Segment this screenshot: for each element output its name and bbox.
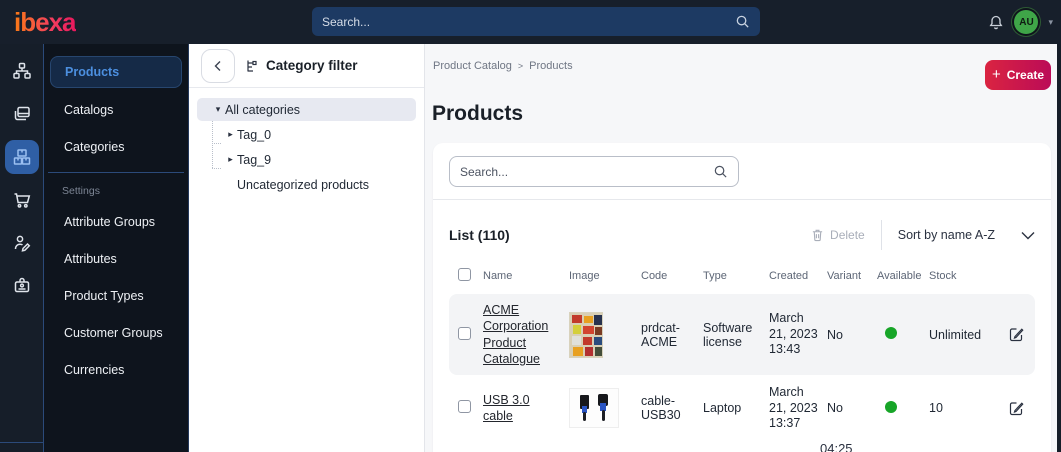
edit-button[interactable] bbox=[1009, 401, 1046, 416]
sidebar-item-attributes[interactable]: Attributes bbox=[64, 252, 117, 266]
product-image bbox=[569, 311, 603, 358]
back-chevron-icon bbox=[214, 60, 221, 71]
collapse-caret-icon[interactable]: ▸ bbox=[228, 154, 233, 164]
col-name: Name bbox=[483, 270, 513, 282]
ibexa-logo[interactable]: ibexa bbox=[14, 6, 76, 37]
col-variant: Variant bbox=[827, 270, 862, 282]
category-filter-panel: Category filter ▾ All categories ▸ Tag_0… bbox=[189, 44, 425, 452]
product-type: Software license bbox=[703, 320, 753, 349]
col-type: Type bbox=[703, 270, 727, 282]
collapse-caret-icon[interactable]: ▸ bbox=[228, 129, 233, 139]
expand-caret-icon[interactable]: ▾ bbox=[215, 104, 221, 114]
product-name-link[interactable]: ACME Corporation Product Catalogue bbox=[483, 303, 549, 366]
trash-icon bbox=[812, 229, 823, 242]
right-edge-panel bbox=[1057, 0, 1061, 452]
sidebar-divider bbox=[48, 172, 184, 173]
available-dot bbox=[885, 400, 897, 413]
product-code: prdcat-ACME bbox=[641, 320, 680, 349]
main-content: Product Catalog > Products + Create Prod… bbox=[425, 44, 1057, 452]
table-row: USB 3.0 cable cable-USB30 Laptop March 2… bbox=[449, 377, 1035, 440]
user-edit-icon[interactable] bbox=[5, 226, 39, 260]
product-created: March 21, 2023 13:37 bbox=[769, 385, 818, 431]
col-image: Image bbox=[569, 270, 600, 282]
sidebar-item-products[interactable]: Products bbox=[50, 56, 182, 88]
product-variant: No bbox=[827, 401, 843, 416]
tree-item-tag0[interactable]: ▸ Tag_0 bbox=[197, 123, 416, 146]
col-code: Code bbox=[641, 270, 668, 282]
breadcrumb-product-catalog[interactable]: Product Catalog bbox=[433, 60, 512, 72]
tree-icon bbox=[247, 60, 257, 72]
chevron-down-icon bbox=[1021, 231, 1035, 239]
plus-icon: + bbox=[991, 66, 1001, 83]
page-title: Products bbox=[432, 102, 524, 125]
list-search[interactable] bbox=[449, 156, 739, 187]
col-available: Available bbox=[877, 270, 922, 282]
edit-icon bbox=[1009, 402, 1024, 416]
cart-icon[interactable] bbox=[5, 183, 39, 217]
bell-icon[interactable] bbox=[988, 14, 1004, 31]
tree-item-tag9[interactable]: ▸ Tag_9 bbox=[197, 148, 416, 171]
col-created: Created bbox=[769, 270, 809, 282]
search-icon bbox=[736, 15, 749, 28]
sort-dropdown[interactable]: Sort by name A-Z bbox=[898, 228, 1035, 242]
edit-icon bbox=[1009, 328, 1024, 342]
boxes-icon[interactable] bbox=[4, 140, 39, 174]
top-bar: ibexa AU ▾ bbox=[0, 0, 1061, 44]
id-badge-icon[interactable] bbox=[5, 269, 39, 303]
tree-connector-stub bbox=[212, 168, 221, 169]
delete-button[interactable]: Delete bbox=[811, 228, 865, 242]
category-filter-title: Category filter bbox=[245, 58, 358, 73]
tree-item-uncategorized[interactable]: Uncategorized products bbox=[237, 177, 370, 192]
edit-button[interactable] bbox=[1009, 327, 1046, 342]
sitemap-icon[interactable] bbox=[5, 54, 39, 88]
global-search-input[interactable] bbox=[322, 14, 735, 29]
breadcrumb: Product Catalog > Products bbox=[433, 60, 573, 72]
sidebar-item-attribute-groups[interactable]: Attribute Groups bbox=[64, 215, 156, 229]
back-button[interactable] bbox=[201, 48, 235, 83]
product-code: cable-USB30 bbox=[641, 394, 681, 423]
products-card: List (110) Delete Sort by name A-Z Name … bbox=[433, 143, 1051, 452]
sidebar-item-categories[interactable]: Categories bbox=[64, 140, 125, 154]
catalog-sidebar: Products Catalogs Categories Settings At… bbox=[44, 44, 189, 452]
product-variant: No bbox=[827, 327, 843, 342]
avatar-caret-icon[interactable]: ▾ bbox=[1048, 16, 1053, 27]
create-button[interactable]: + Create bbox=[985, 60, 1051, 90]
product-stock: Unlimited bbox=[929, 327, 982, 342]
sidebar-item-catalogs[interactable]: Catalogs bbox=[64, 103, 114, 117]
avatar[interactable]: AU bbox=[1014, 10, 1039, 34]
available-dot bbox=[885, 327, 897, 339]
sidebar-item-customer-groups[interactable]: Customer Groups bbox=[64, 326, 163, 340]
table-row: ACME Corporation Product Catalogue prdca… bbox=[449, 294, 1035, 375]
breadcrumb-separator: > bbox=[517, 61, 524, 71]
tree-connector-stub bbox=[212, 143, 221, 144]
tree-connector-line bbox=[212, 120, 213, 168]
icon-rail bbox=[0, 44, 128, 452]
list-title: List (110) bbox=[449, 227, 510, 243]
row-checkbox[interactable] bbox=[458, 400, 471, 414]
product-name-link[interactable]: USB 3.0 cable bbox=[483, 393, 530, 424]
sidebar-item-product-types[interactable]: Product Types bbox=[64, 289, 144, 303]
toolbar-divider bbox=[880, 220, 882, 250]
breadcrumb-products[interactable]: Products bbox=[529, 60, 573, 72]
partial-row-created-time: 04:25 bbox=[820, 441, 853, 452]
col-stock: Stock bbox=[929, 270, 957, 282]
table-header: Name Image Code Type Created Variant Ava… bbox=[449, 264, 1035, 294]
tree-item-all-categories[interactable]: ▾ All categories bbox=[197, 98, 416, 121]
sidebar-item-currencies[interactable]: Currencies bbox=[64, 363, 125, 377]
select-all-checkbox[interactable] bbox=[458, 268, 471, 281]
list-search-input[interactable] bbox=[460, 164, 713, 179]
category-tree: ▾ All categories ▸ Tag_0 ▸ Tag_9 Uncateg… bbox=[189, 88, 424, 208]
global-search[interactable] bbox=[312, 7, 760, 36]
product-created: March 21, 2023 13:43 bbox=[769, 311, 818, 357]
product-image bbox=[569, 388, 619, 429]
stacked-pages-icon[interactable] bbox=[5, 97, 39, 131]
row-checkbox[interactable] bbox=[458, 326, 471, 340]
sidebar-section-settings: Settings bbox=[62, 185, 100, 197]
search-icon bbox=[714, 165, 727, 178]
product-stock: 10 bbox=[929, 401, 943, 416]
product-type: Laptop bbox=[703, 401, 742, 416]
